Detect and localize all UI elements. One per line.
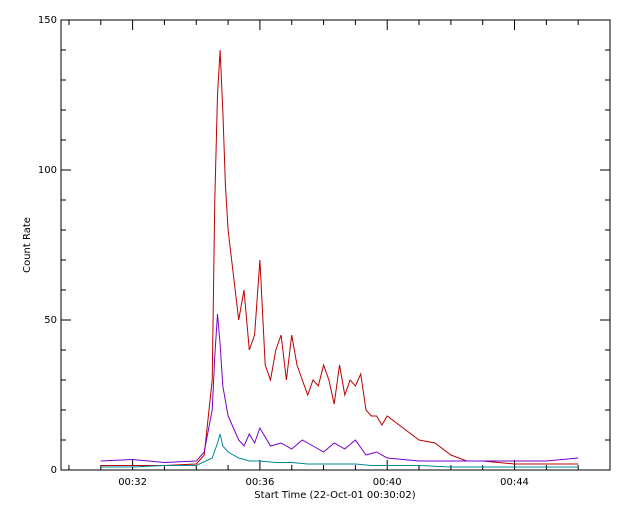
- series-layer: [100, 49, 579, 468]
- y-tick-label: 100: [38, 165, 57, 176]
- y-tick-label: 150: [38, 15, 57, 26]
- x-tick-label: 00:36: [245, 477, 274, 488]
- series-line-3: [100, 433, 579, 468]
- series-line-1: [100, 49, 579, 466]
- x-tick-label: 00:44: [500, 477, 529, 488]
- plot-frame: [60, 19, 611, 471]
- y-axis-label: Count Rate: [22, 217, 33, 273]
- series-line-2: [100, 313, 579, 464]
- x-axis: 00:32 00:36 00:40 00:44: [68, 20, 611, 488]
- y-tick-label: 50: [44, 315, 57, 326]
- y-tick-label: 0: [51, 465, 57, 476]
- y-axis: 0 50 100 150: [38, 15, 610, 476]
- x-axis-label: Start Time (22-Oct-01 00:30:02): [254, 490, 415, 501]
- x-tick-label: 00:40: [373, 477, 402, 488]
- x-tick-label: 00:32: [118, 477, 147, 488]
